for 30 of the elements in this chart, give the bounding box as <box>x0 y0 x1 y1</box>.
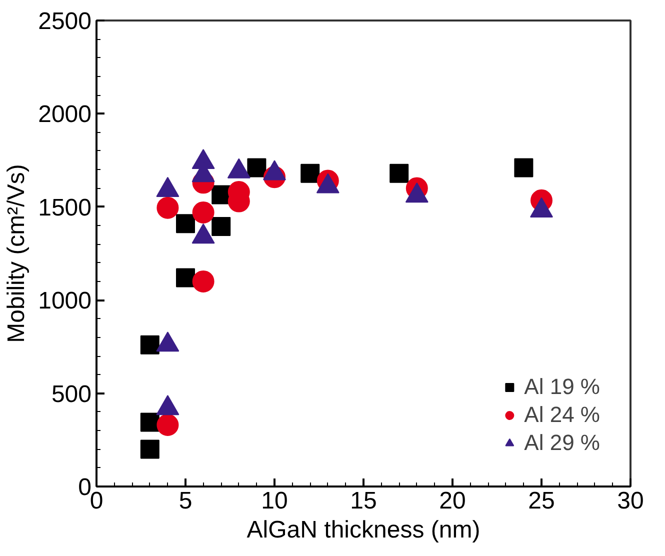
y-tick-label: 2500 <box>38 8 92 35</box>
legend-label: Al 29 % <box>524 430 600 456</box>
point <box>140 440 160 459</box>
y-tick-label: 500 <box>51 380 92 408</box>
legend-label: Al 24 % <box>524 402 600 428</box>
point <box>176 268 195 288</box>
point <box>176 214 195 234</box>
x-axis-title: AlGaN thickness (nm) <box>246 516 480 544</box>
point <box>140 412 160 432</box>
point <box>300 164 320 183</box>
point <box>390 164 409 183</box>
x-tick-label: 30 <box>617 488 644 514</box>
point <box>156 196 179 219</box>
point <box>192 202 214 224</box>
point <box>192 270 214 292</box>
x-tick-label: 5 <box>178 488 192 514</box>
legend-label: Al 19 % <box>524 374 600 400</box>
point <box>247 158 266 178</box>
y-tick-label: 1500 <box>38 194 92 222</box>
y-tick-label: 2000 <box>38 101 92 128</box>
point <box>140 335 160 354</box>
y-tick-label: 1000 <box>38 288 92 315</box>
point <box>212 216 231 236</box>
point <box>156 414 179 436</box>
y-axis-title: Mobility (cm²/Vs) <box>3 164 30 343</box>
x-tick-label: 15 <box>350 488 377 514</box>
point <box>514 158 534 178</box>
x-tick-label: 20 <box>439 488 466 514</box>
x-tick-label: 10 <box>261 488 288 514</box>
x-tick-label: 25 <box>528 488 555 514</box>
